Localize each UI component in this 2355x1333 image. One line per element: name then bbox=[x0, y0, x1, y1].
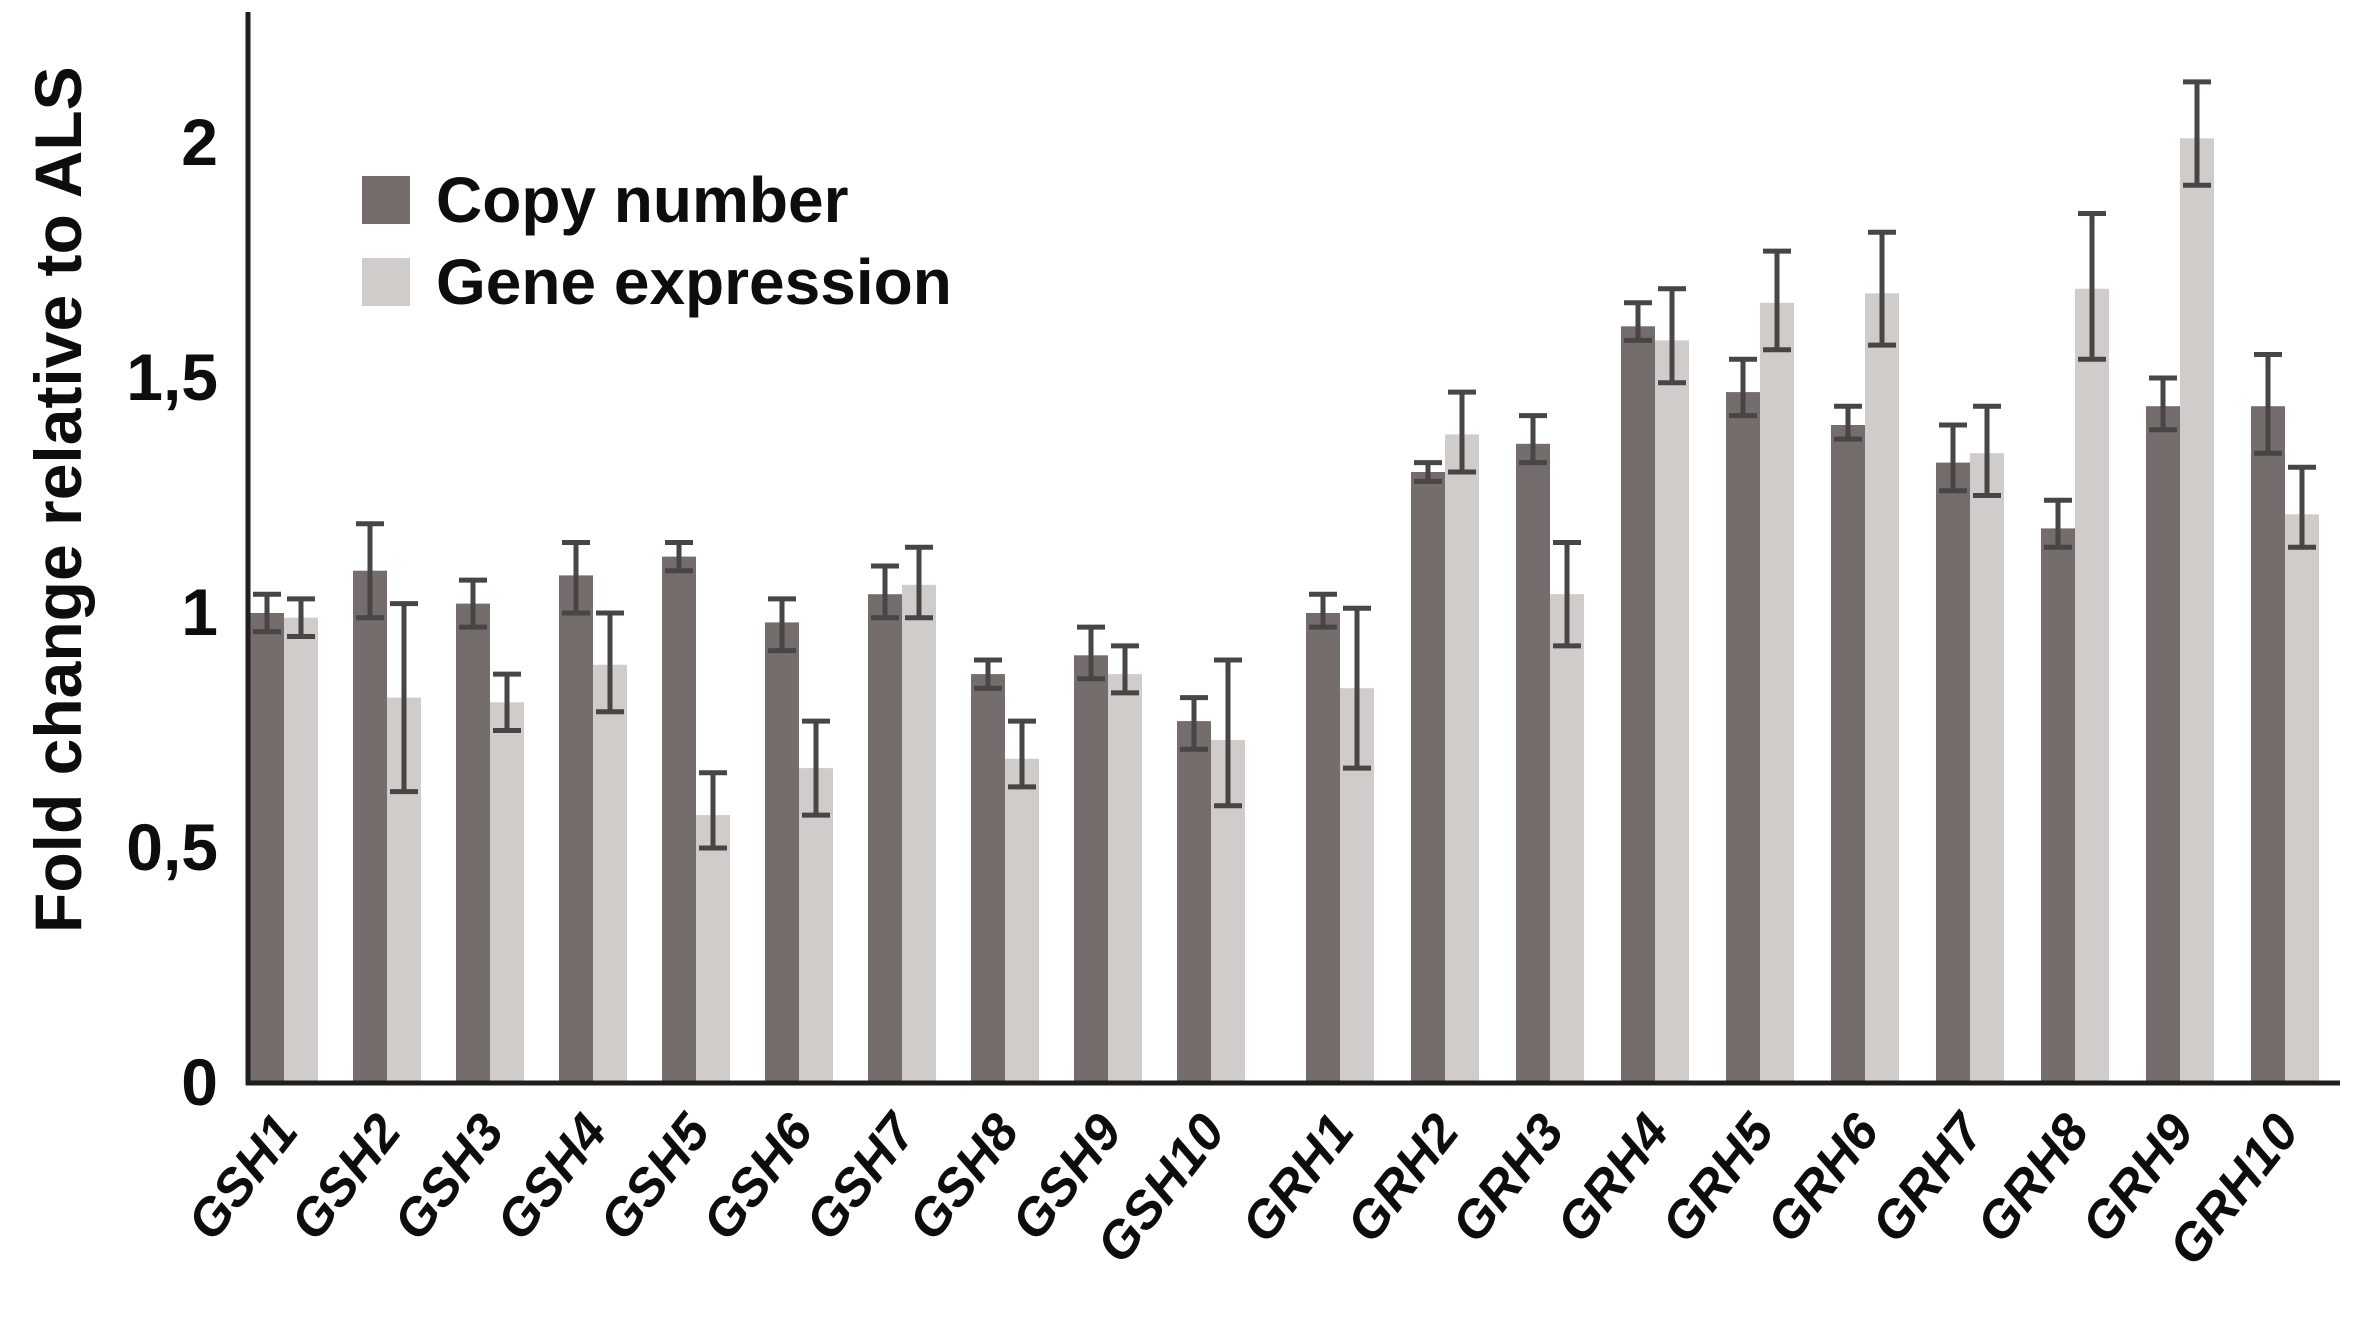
bar-gene-expression-gsh5 bbox=[696, 815, 730, 1083]
bar-gene-expression-gsh1 bbox=[284, 617, 318, 1083]
x-tick-label-gsh4: GSH4 bbox=[486, 1104, 619, 1251]
bar-gene-expression-gsh4 bbox=[593, 664, 627, 1083]
x-tick-label-gsh3: GSH3 bbox=[383, 1104, 516, 1251]
legend-swatch-copy-number bbox=[362, 176, 410, 224]
x-tick-label-grh1: GRH1 bbox=[1231, 1104, 1366, 1254]
bar-copy-number-gsh2 bbox=[353, 570, 387, 1083]
bar-copy-number-grh10 bbox=[2251, 406, 2285, 1083]
x-tick-label-gsh7: GSH7 bbox=[795, 1102, 929, 1251]
legend: Copy number Gene expression bbox=[362, 168, 952, 314]
bar-gene-expression-grh3 bbox=[1550, 594, 1584, 1083]
x-tick-label-grh7: GRH7 bbox=[1861, 1102, 1997, 1253]
x-tick-label-grh4: GRH4 bbox=[1546, 1104, 1681, 1254]
y-tick-label-0-5: 0,5 bbox=[126, 810, 218, 884]
x-tick-label-gsh6: GSH6 bbox=[692, 1103, 826, 1251]
bar-copy-number-gsh5 bbox=[662, 556, 696, 1083]
bar-gene-expression-grh10 bbox=[2285, 514, 2319, 1083]
bar-gene-expression-grh2 bbox=[1445, 434, 1479, 1083]
x-tick-label-grh6: GRH6 bbox=[1756, 1103, 1891, 1253]
bar-gene-expression-grh5 bbox=[1760, 302, 1794, 1083]
bar-copy-number-gsh4 bbox=[559, 575, 593, 1083]
bar-copy-number-grh2 bbox=[1411, 472, 1445, 1083]
bar-gene-expression-grh7 bbox=[1970, 453, 2004, 1083]
bar-copy-number-gsh10 bbox=[1177, 721, 1211, 1083]
bar-gene-expression-gsh3 bbox=[490, 702, 524, 1083]
legend-item-gene-expression: Gene expression bbox=[362, 250, 952, 314]
bar-copy-number-grh7 bbox=[1936, 462, 1970, 1084]
legend-label-copy-number: Copy number bbox=[436, 164, 849, 236]
x-tick-label-gsh1: GSH1 bbox=[177, 1104, 310, 1251]
y-axis-title: Fold change relative to ALS bbox=[21, 66, 95, 933]
x-tick-label-grh2: GRH2 bbox=[1336, 1104, 1471, 1254]
bar-copy-number-gsh9 bbox=[1074, 655, 1108, 1083]
x-tick-label-gsh2: GSH2 bbox=[280, 1104, 413, 1251]
x-tick-label-gsh8: GSH8 bbox=[898, 1104, 1031, 1251]
x-tick-label-grh5: GRH5 bbox=[1651, 1103, 1786, 1253]
y-tick-label-0: 0 bbox=[181, 1045, 218, 1119]
bar-copy-number-gsh3 bbox=[456, 603, 490, 1083]
bar-copy-number-grh1 bbox=[1306, 613, 1340, 1083]
bar-copy-number-gsh8 bbox=[971, 674, 1005, 1083]
bar-copy-number-grh9 bbox=[2146, 406, 2180, 1083]
bar-copy-number-grh3 bbox=[1516, 443, 1550, 1083]
bar-gene-expression-grh6 bbox=[1865, 293, 1899, 1083]
bar-gene-expression-grh8 bbox=[2075, 288, 2109, 1083]
bar-gene-expression-gsh8 bbox=[1005, 758, 1039, 1083]
bar-copy-number-gsh1 bbox=[250, 613, 284, 1083]
x-tick-label-grh3: GRH3 bbox=[1441, 1104, 1576, 1254]
legend-swatch-gene-expression bbox=[362, 258, 410, 306]
bar-copy-number-gsh6 bbox=[765, 622, 799, 1083]
legend-item-copy-number: Copy number bbox=[362, 168, 952, 232]
bar-copy-number-grh5 bbox=[1726, 392, 1760, 1084]
bar-copy-number-gsh7 bbox=[868, 594, 902, 1083]
bar-gene-expression-gsh6 bbox=[799, 768, 833, 1083]
bar-gene-expression-grh4 bbox=[1655, 340, 1689, 1083]
legend-label-gene-expression: Gene expression bbox=[436, 246, 952, 318]
x-tick-label-gsh5: GSH5 bbox=[589, 1103, 723, 1251]
y-tick-label-1-5: 1,5 bbox=[126, 340, 218, 414]
bar-gene-expression-gsh7 bbox=[902, 584, 936, 1083]
bar-copy-number-grh6 bbox=[1831, 425, 1865, 1083]
bar-gene-expression-grh9 bbox=[2180, 138, 2214, 1084]
bar-gene-expression-gsh9 bbox=[1108, 674, 1142, 1083]
bar-copy-number-grh8 bbox=[2041, 528, 2075, 1083]
y-tick-label-2: 2 bbox=[181, 105, 218, 179]
x-tick-label-grh8: GRH8 bbox=[1966, 1104, 2101, 1254]
y-tick-label-1: 1 bbox=[181, 575, 218, 649]
bar-copy-number-grh4 bbox=[1621, 326, 1655, 1083]
